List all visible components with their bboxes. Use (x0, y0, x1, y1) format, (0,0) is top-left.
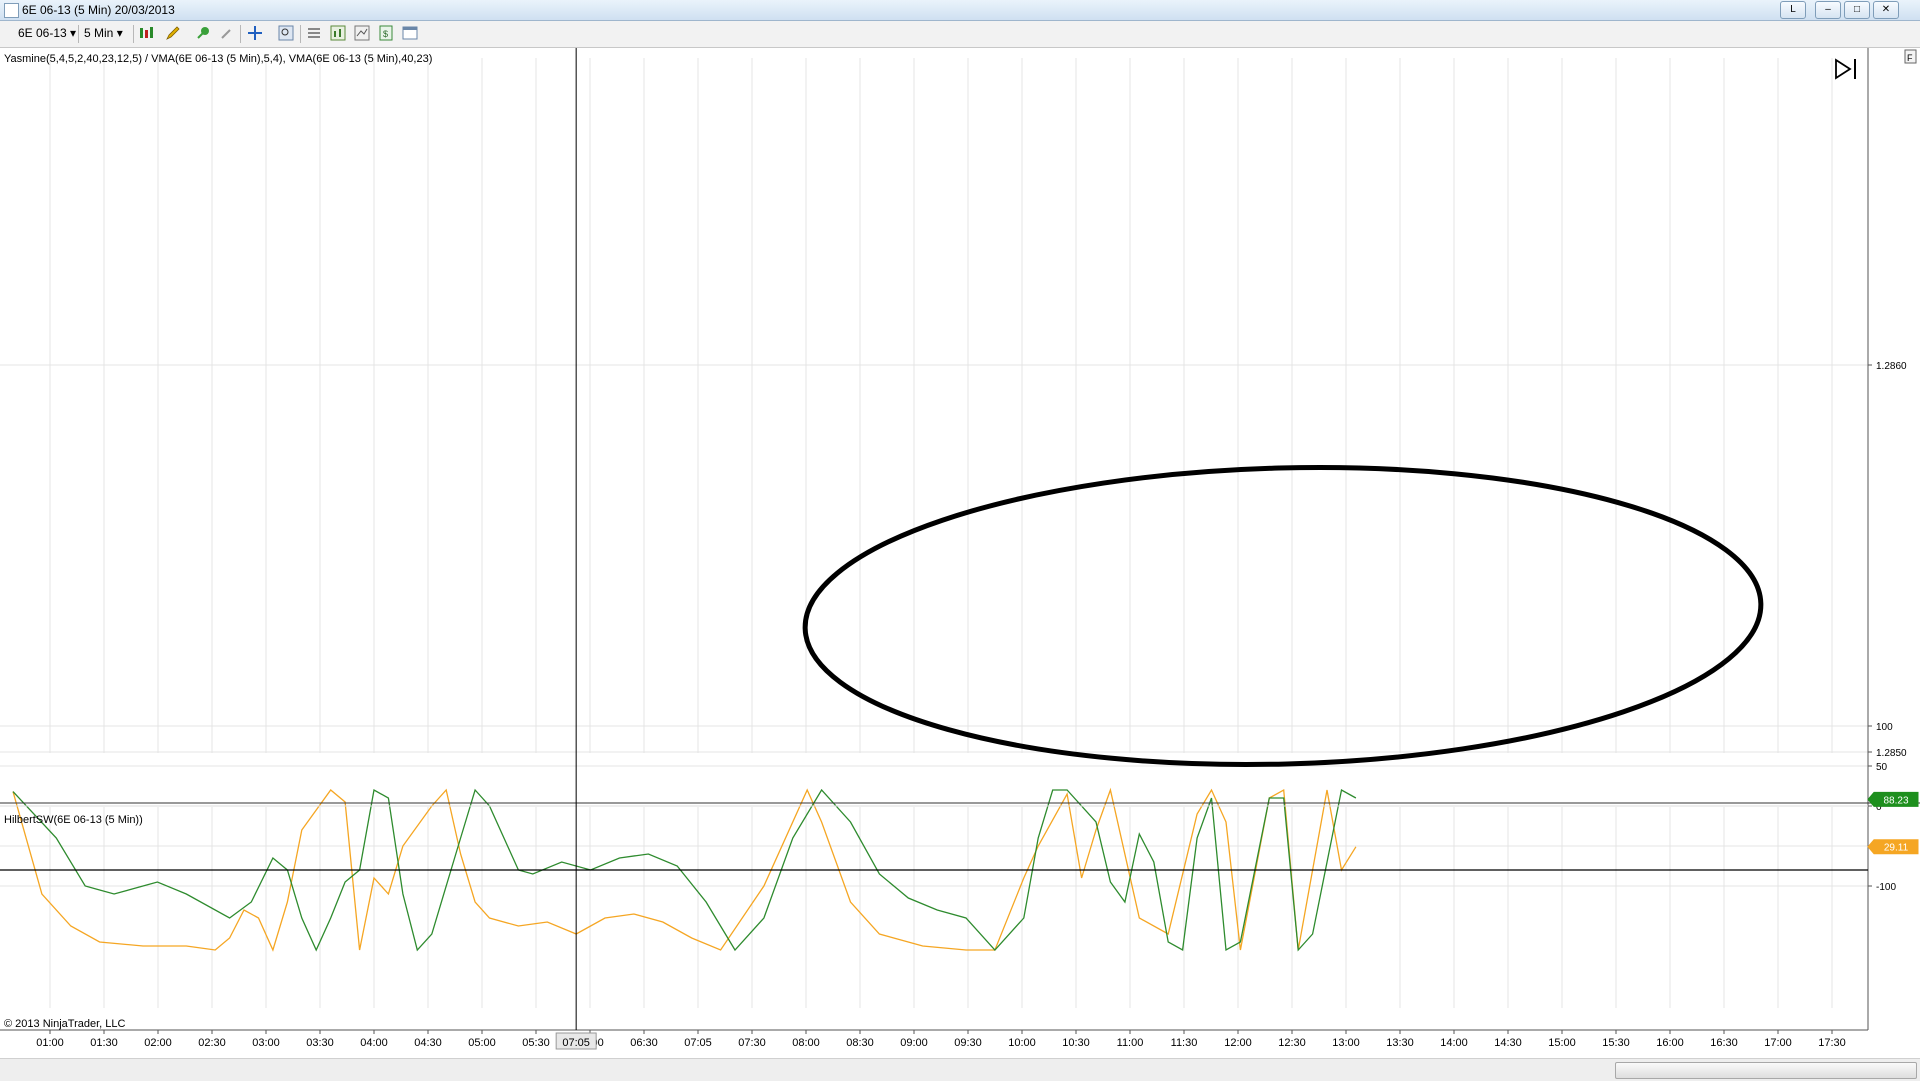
indicator-tick-label: 100 (1876, 722, 1893, 733)
svg-text:$: $ (383, 29, 388, 39)
time-tick-label: 04:00 (360, 1037, 388, 1049)
wand-icon[interactable] (219, 25, 235, 41)
time-tick-label: 06:30 (630, 1037, 658, 1049)
time-tick-label: 07:05 (684, 1037, 712, 1049)
crosshair-time-badge (555, 1032, 597, 1050)
chevron-down-icon: ▾ (116, 26, 123, 40)
interval-selector[interactable]: 5 Min ▾ (84, 26, 123, 40)
time-tick-label: 12:30 (1278, 1037, 1306, 1049)
chevron-down-icon: ▾ (70, 26, 77, 40)
toolbar-separator (133, 25, 134, 43)
time-tick-label: 14:30 (1494, 1037, 1522, 1049)
close-button[interactable]: ✕ (1873, 1, 1899, 19)
crosshair-icon[interactable] (247, 25, 263, 41)
indicator-label: Yasmine(5,4,5,2,40,23,12,5) / VMA(6E 06-… (4, 53, 432, 65)
zoom-icon[interactable] (278, 25, 294, 41)
time-tick-label: 07:30 (738, 1037, 766, 1049)
time-tick-label: 11:30 (1171, 1037, 1198, 1049)
time-tick-label: 03:00 (252, 1037, 280, 1049)
time-tick-label: 11:00 (1117, 1037, 1144, 1049)
time-tick-label: 13:00 (1332, 1037, 1360, 1049)
hilbert-sine-wave (12, 787, 1357, 952)
pin-icon[interactable] (195, 25, 211, 41)
indicator-tick-label: 0 (1876, 802, 1882, 813)
time-tick-label: 02:00 (144, 1037, 172, 1049)
price-badge (1867, 791, 1919, 807)
indicators-icon[interactable] (330, 25, 346, 41)
time-tick-label: 15:00 (1548, 1037, 1576, 1049)
price-chart[interactable]: 1.28501.28601.28701.28801.28901.29001.29… (0, 48, 1920, 1058)
panel2-label: HilbertSW(6E 06-13 (5 Min)) (4, 814, 143, 826)
time-tick-label: 17:00 (1764, 1037, 1792, 1049)
crosshair-time-label: 07:05 (562, 1037, 590, 1049)
hilbert-sine-line (12, 788, 1357, 952)
time-tick-label: 10:00 (1008, 1037, 1036, 1049)
scrollbar-thumb[interactable] (1615, 1062, 1917, 1079)
chart-toolbar: 6E 06-13 ▾ 5 Min ▾ $ (0, 21, 1920, 48)
time-tick-label: 08:30 (846, 1037, 874, 1049)
minimize-button[interactable]: – (1815, 1, 1841, 19)
time-tick-label: 10:30 (1062, 1037, 1090, 1049)
time-tick-label: 13:30 (1386, 1037, 1414, 1049)
app-icon (4, 3, 19, 18)
time-tick-label: 08:00 (792, 1037, 820, 1049)
price-tick-label: 1.2850 (1876, 748, 1907, 759)
time-tick-label: 05:30 (522, 1037, 550, 1049)
highlight-ellipse (802, 465, 1764, 767)
toolbar-separator (300, 25, 301, 43)
strategies-icon[interactable] (354, 25, 370, 41)
chart-axes: 1.28501.28601.28701.28801.28901.29001.29… (0, 48, 1920, 1050)
time-tick-label: 01:00 (36, 1037, 64, 1049)
hilbert-lead-line (12, 787, 1357, 952)
window-title: 6E 06-13 (5 Min) 20/03/2013 (22, 3, 175, 17)
time-tick-label: 14:00 (1440, 1037, 1468, 1049)
instrument-selector[interactable]: 6E 06-13 ▾ (18, 26, 77, 40)
data-box-icon[interactable]: $ (378, 25, 394, 41)
time-tick-label: 16:30 (1710, 1037, 1738, 1049)
price-badge-label: 88.23 (1883, 795, 1908, 806)
time-tick-label: 01:30 (90, 1037, 118, 1049)
copyright-label: © 2013 NinjaTrader, LLC (4, 1018, 125, 1030)
price-tick-label: 1.2860 (1876, 361, 1907, 372)
time-tick-label: 04:30 (414, 1037, 442, 1049)
indicator-tick-label: 50 (1876, 762, 1888, 773)
price-badge-label: 29.11 (1884, 843, 1909, 854)
properties-corner-icon[interactable]: F (1904, 49, 1917, 64)
time-tick-label: 09:30 (954, 1037, 982, 1049)
time-tick-label: 15:30 (1602, 1037, 1630, 1049)
time-tick-label: 03:30 (306, 1037, 334, 1049)
time-tick-label: 12:00 (1224, 1037, 1252, 1049)
toolbar-separator (240, 25, 241, 43)
time-tick-label: 05:00 (468, 1037, 496, 1049)
bar-style-icon[interactable] (138, 25, 154, 41)
price-badge (1867, 839, 1919, 855)
maximize-button[interactable]: □ (1844, 1, 1870, 19)
horizontal-scrollbar[interactable] (0, 1058, 1920, 1081)
time-tick-label: 02:30 (198, 1037, 226, 1049)
toolbar-separator (78, 25, 79, 43)
time-tick-label: 16:00 (1656, 1037, 1684, 1049)
time-tick-label: 09:00 (900, 1037, 928, 1049)
properties-icon[interactable] (306, 25, 322, 41)
time-tick-label: 17:30 (1818, 1037, 1846, 1049)
window-list-icon[interactable] (402, 25, 418, 41)
svg-text:F: F (1907, 53, 1913, 63)
scroll-to-end-icon[interactable] (1835, 58, 1856, 80)
pencil-icon[interactable] (165, 25, 181, 41)
indicator-tick-label: -100 (1876, 882, 1896, 893)
chart-grid (0, 58, 1868, 1008)
link-button[interactable]: L (1780, 1, 1806, 19)
title-bar: 6E 06-13 (5 Min) 20/03/2013 L – □ ✕ (0, 0, 1920, 21)
